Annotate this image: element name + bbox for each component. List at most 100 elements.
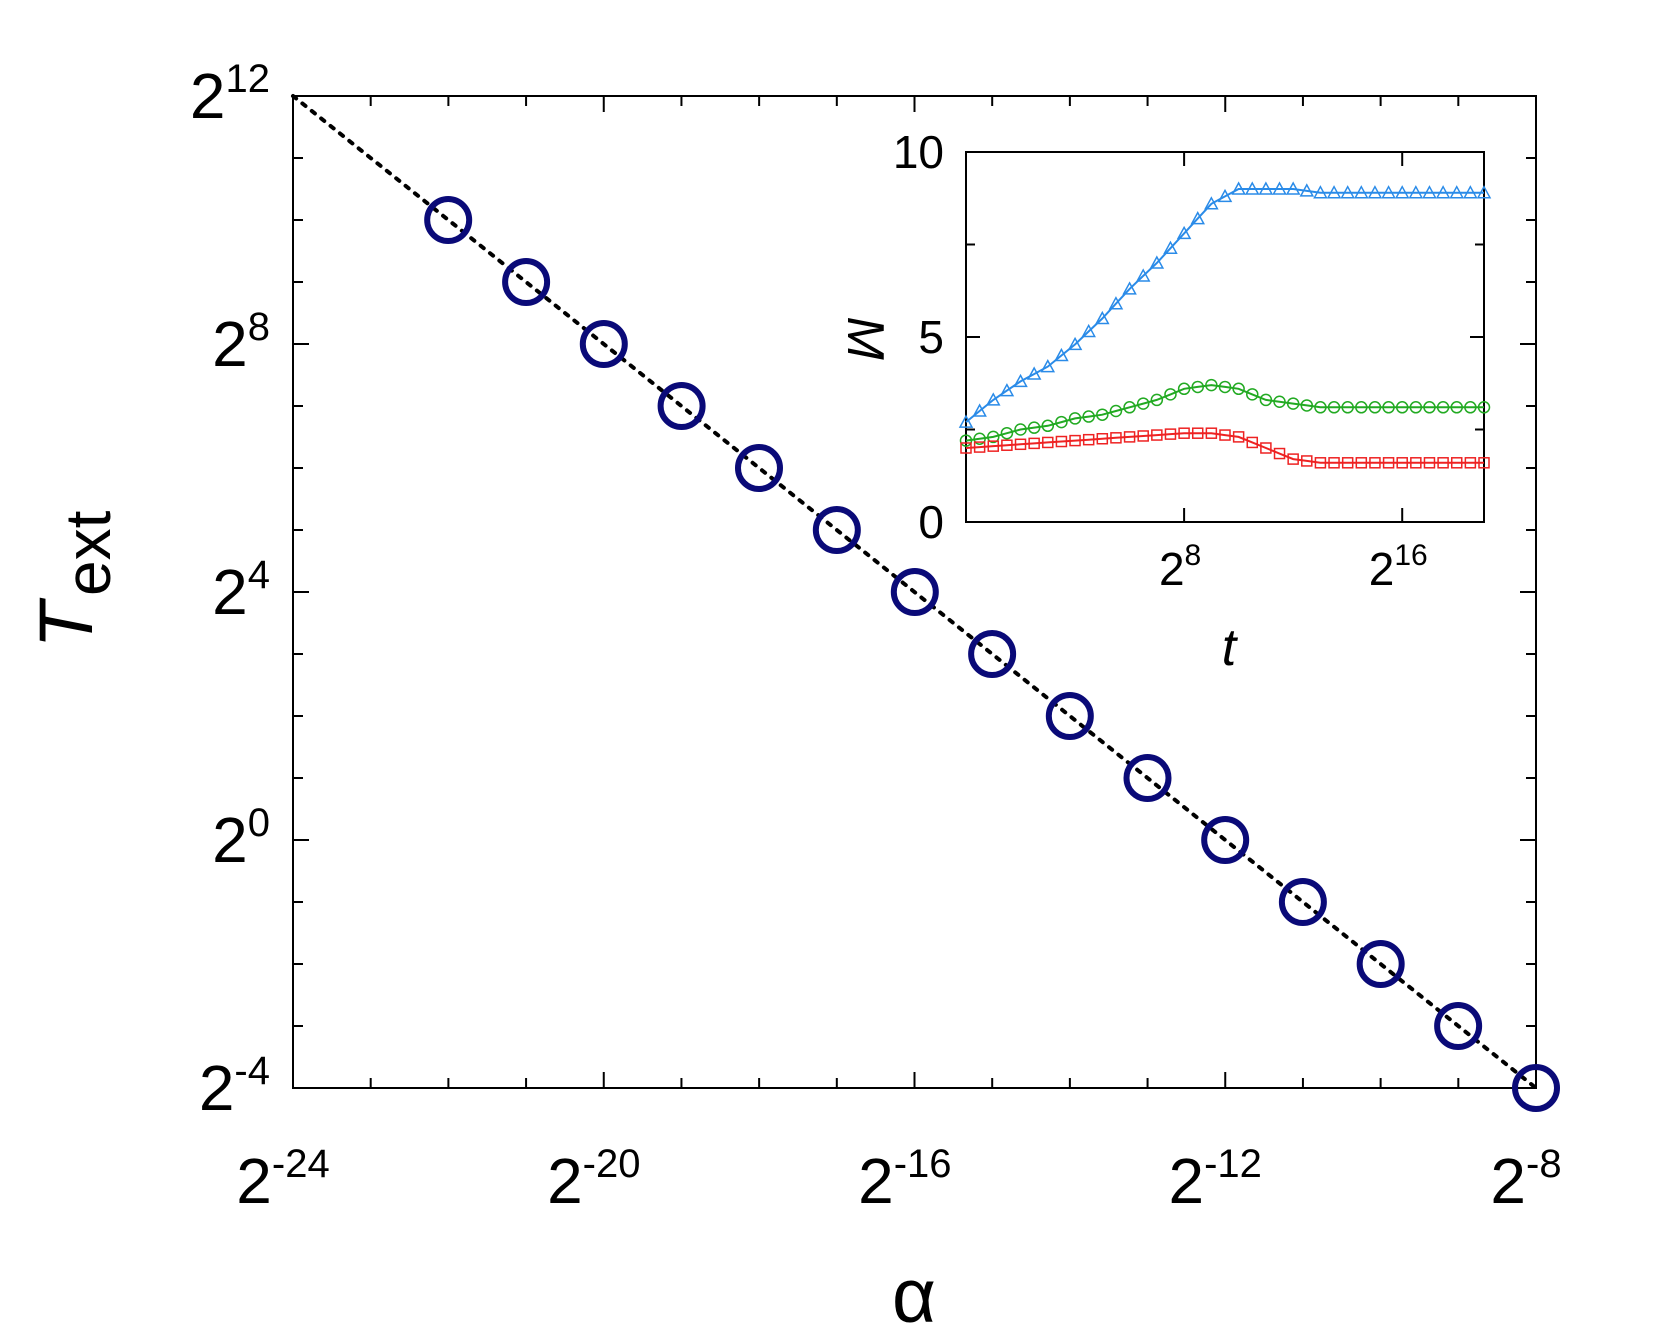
- inset-square-marker: [1301, 455, 1313, 467]
- inset-square-marker: [987, 440, 1000, 452]
- inset-series-line: [965, 188, 1484, 423]
- inset-circle-marker: [1423, 401, 1436, 414]
- inset-triangle-marker: [999, 383, 1015, 397]
- inset-triangle-marker: [972, 403, 987, 417]
- inset-triangle-marker: [1204, 196, 1219, 210]
- y-tick-label: 2-4: [199, 1049, 270, 1124]
- inset-triangle-marker: [1422, 185, 1437, 199]
- inset-circle-marker: [1027, 421, 1041, 434]
- inset-square-marker: [1123, 431, 1136, 443]
- inset-triangle-marker: [1122, 281, 1137, 295]
- inset-square-marker: [1028, 437, 1040, 450]
- inset-square-marker: [1464, 457, 1477, 469]
- inset-square-marker: [1260, 442, 1272, 454]
- main-plot: 2-24 2-20 2-16 2-12 2-8 2-4 20 24 28 212 α T ext: [24, 57, 1562, 1333]
- inset-y-axis-label: M: [836, 316, 894, 360]
- inset-square-marker: [1410, 457, 1422, 469]
- main-series: [291, 94, 1560, 1112]
- x-tick-label: 2-20: [547, 1142, 640, 1217]
- inset-triangle-marker: [1367, 185, 1383, 199]
- data-point: [579, 320, 628, 368]
- inset-circle-marker: [1218, 380, 1232, 394]
- x-tick-label: 2-8: [1490, 1142, 1561, 1217]
- inset-circle-marker: [1000, 426, 1014, 440]
- inset-square-marker: [1164, 428, 1177, 440]
- inset-circle-marker: [1273, 395, 1286, 408]
- data-point: [1512, 1064, 1560, 1112]
- inset-plot-frame: [965, 151, 1485, 523]
- inset-triangle-marker: [1108, 296, 1124, 310]
- inset-square-marker: [1328, 457, 1340, 469]
- inset-square-marker: [1205, 427, 1218, 439]
- inset-tick-labels: 28 216 0 5 10: [893, 126, 1428, 595]
- data-point: [1278, 878, 1327, 926]
- inset-square-marker: [1478, 457, 1490, 469]
- inset-triangle-marker: [1449, 185, 1465, 199]
- inset-circle-marker: [1382, 401, 1395, 414]
- inset-triangle-marker: [1040, 359, 1056, 373]
- inset-circle-marker: [1300, 399, 1314, 412]
- inset-square-marker: [1069, 434, 1081, 447]
- inset-y-tick-label: 10: [893, 126, 944, 178]
- main-ticks: [292, 95, 1537, 1089]
- inset-y-tick-label: 0: [918, 496, 944, 548]
- inset-triangle-marker: [1258, 181, 1274, 195]
- x-tick-label: 2-12: [1168, 1142, 1261, 1217]
- inset-triangle-marker: [1067, 336, 1083, 351]
- inset-triangle-marker: [1394, 185, 1410, 199]
- x-tick-label: 2-24: [236, 1142, 329, 1217]
- inset-triangle-marker: [958, 414, 974, 428]
- data-point: [812, 506, 861, 554]
- inset-triangle-marker: [1340, 185, 1355, 199]
- inset-triangle-marker: [1272, 181, 1287, 195]
- inset-circle-marker: [1327, 401, 1341, 414]
- inset-square-marker: [1369, 457, 1381, 469]
- inset-circle-marker: [1191, 380, 1204, 394]
- inset-triangle-marker: [1231, 181, 1246, 195]
- inset-circle-marker: [1136, 397, 1150, 410]
- inset-x-tick-label: 28: [1159, 539, 1201, 595]
- data-point: [1201, 816, 1250, 864]
- inset-triangle-marker: [1435, 185, 1451, 199]
- fit-line: [291, 94, 1538, 1090]
- inset-triangle-marker: [1381, 185, 1396, 199]
- inset-square-marker: [973, 441, 986, 453]
- y-tick-label: 212: [190, 57, 270, 132]
- inset-circle-marker: [1068, 412, 1082, 425]
- inset-x-axis-label: t: [1222, 619, 1239, 677]
- inset-triangle-marker: [1354, 185, 1369, 199]
- inset-circle-marker: [1286, 397, 1300, 410]
- inset-circle-marker: [1123, 401, 1136, 414]
- inset-square-marker: [1287, 453, 1299, 465]
- data-point: [1434, 1002, 1483, 1050]
- inset-circle-marker: [1055, 415, 1068, 429]
- inset-plot: 28 216 0 5 10 t M: [836, 126, 1492, 677]
- inset-triangle-marker: [1163, 240, 1178, 254]
- inset-square-marker: [1014, 438, 1027, 451]
- inset-circle-marker: [1450, 401, 1463, 414]
- data-point: [502, 258, 551, 306]
- inset-triangle-marker: [1463, 185, 1478, 199]
- inset-square-marker: [960, 442, 972, 454]
- inset-triangle-marker: [1135, 268, 1151, 282]
- inset-square-marker: [1341, 457, 1354, 469]
- inset-triangle-marker: [1026, 366, 1042, 380]
- inset-triangle-marker: [1299, 183, 1315, 197]
- inset-circle-marker: [1164, 388, 1177, 401]
- inset-triangle-marker: [1217, 188, 1233, 203]
- data-point: [657, 382, 706, 430]
- inset-square-marker: [1314, 457, 1327, 469]
- inset-circle-marker: [1314, 401, 1327, 414]
- inset-circle-marker: [1205, 378, 1218, 392]
- inset-square-marker: [1137, 430, 1149, 442]
- inset-square-marker: [1423, 457, 1436, 469]
- inset-circle-marker: [1014, 423, 1027, 436]
- inset-square-marker: [1450, 457, 1463, 469]
- inset-circle-marker: [959, 434, 973, 447]
- inset-circle-marker: [973, 432, 986, 445]
- inset-circle-marker: [1232, 382, 1245, 396]
- inset-square-marker: [1001, 439, 1013, 451]
- inset-triangle-marker: [1244, 181, 1260, 195]
- x-tick-label: 2-16: [858, 1142, 951, 1217]
- inset-square-marker: [1110, 432, 1122, 444]
